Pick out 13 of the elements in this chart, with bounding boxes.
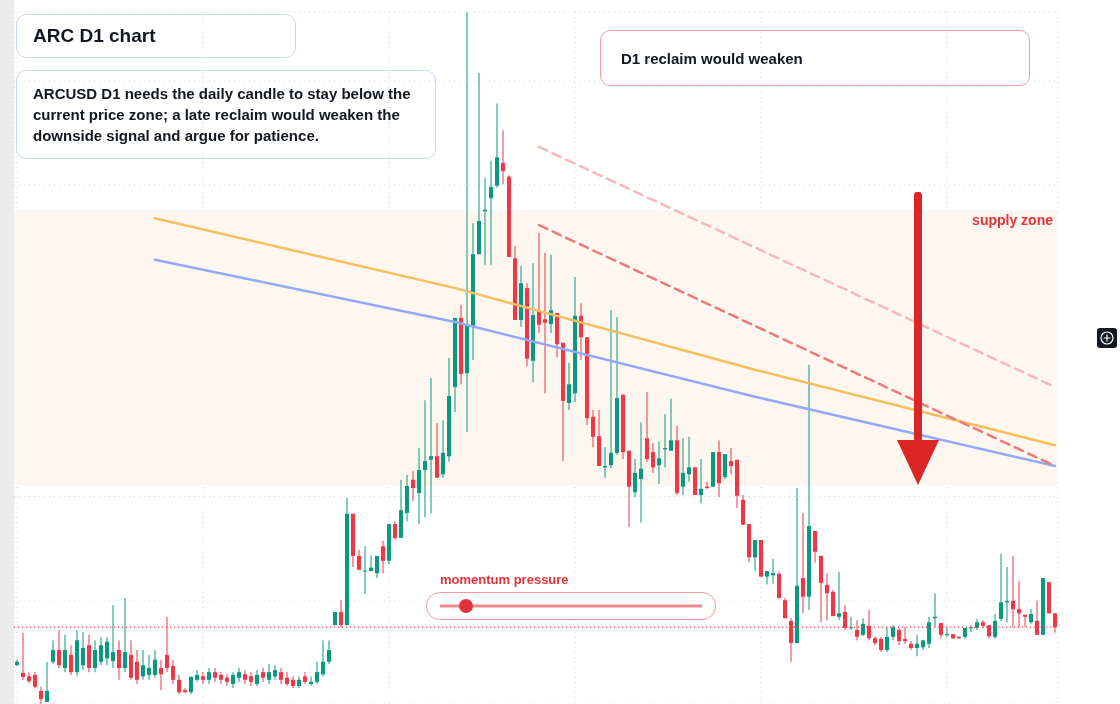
annotation: D1 reclaim would weaken [600, 30, 1030, 86]
annotation: momentum pressure [440, 572, 569, 587]
text: ARC D1 chart [16, 14, 296, 58]
candlestick [363, 546, 367, 594]
candlestick [429, 378, 433, 514]
candlestick [837, 571, 841, 621]
candlestick [543, 252, 547, 394]
candlestick [1017, 580, 1021, 628]
candlestick [21, 632, 25, 680]
candlestick [639, 422, 643, 523]
band-label: supply zone [972, 211, 1054, 228]
annotation: ARCUSD D1 needs the daily candle to stay below the current price zone; a late reclaim would weaken the downside signal and argue for patience. [16, 70, 436, 159]
candlestick [423, 400, 427, 518]
